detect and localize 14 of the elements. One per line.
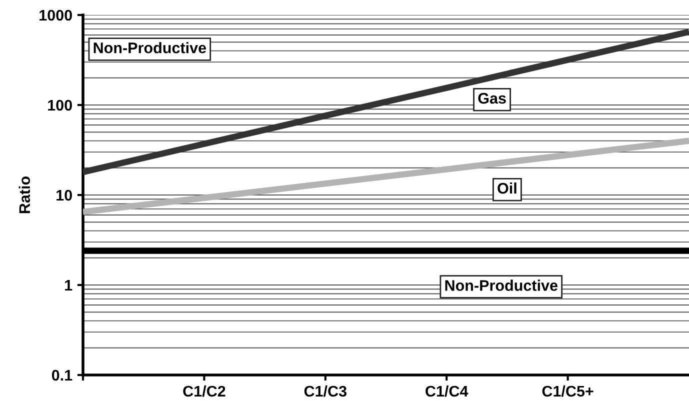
annotation: Gas (478, 92, 506, 104)
x-tick-label: C1/C3 (304, 385, 346, 397)
y-tick-label: 100 (48, 100, 72, 111)
x-tick-label: C1/C4 (426, 385, 468, 397)
annotation: Non-Productive (94, 42, 206, 54)
x-tick-label: C1/C5+ (542, 385, 594, 397)
annotation: Non-Productive (445, 280, 558, 291)
x-tick-label: C1/C2 (183, 385, 226, 397)
y-tick-label: 0.1 (52, 370, 72, 381)
annotation: Oil (498, 182, 516, 194)
y-tick-label: 1 (65, 280, 72, 291)
y-tick-label: 10 (56, 190, 72, 201)
y-tick-label: 1000 (40, 10, 72, 21)
y-axis-title: Ratio (18, 176, 30, 214)
